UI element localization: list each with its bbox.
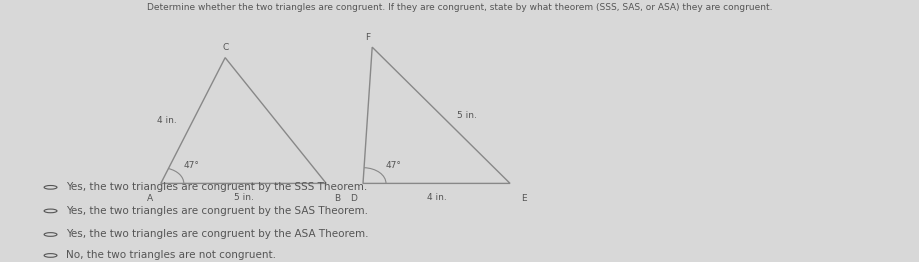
Text: C: C	[222, 43, 228, 52]
Text: F: F	[365, 33, 370, 42]
Text: B: B	[335, 194, 340, 203]
Text: No, the two triangles are not congruent.: No, the two triangles are not congruent.	[66, 250, 277, 260]
Text: 4 in.: 4 in.	[426, 193, 447, 202]
Text: 47°: 47°	[184, 161, 199, 170]
Text: 5 in.: 5 in.	[233, 193, 254, 202]
Text: Yes, the two triangles are congruent by the SSS Theorem.: Yes, the two triangles are congruent by …	[66, 182, 368, 192]
Text: D: D	[350, 194, 357, 203]
Text: 4 in.: 4 in.	[157, 116, 177, 125]
Text: 5 in.: 5 in.	[457, 111, 477, 120]
Text: E: E	[521, 194, 527, 203]
Text: 47°: 47°	[386, 161, 402, 170]
Text: Yes, the two triangles are congruent by the SAS Theorem.: Yes, the two triangles are congruent by …	[66, 206, 369, 216]
Text: A: A	[147, 194, 153, 203]
Text: Determine whether the two triangles are congruent. If they are congruent, state : Determine whether the two triangles are …	[147, 3, 772, 12]
Text: Yes, the two triangles are congruent by the ASA Theorem.: Yes, the two triangles are congruent by …	[66, 230, 369, 239]
